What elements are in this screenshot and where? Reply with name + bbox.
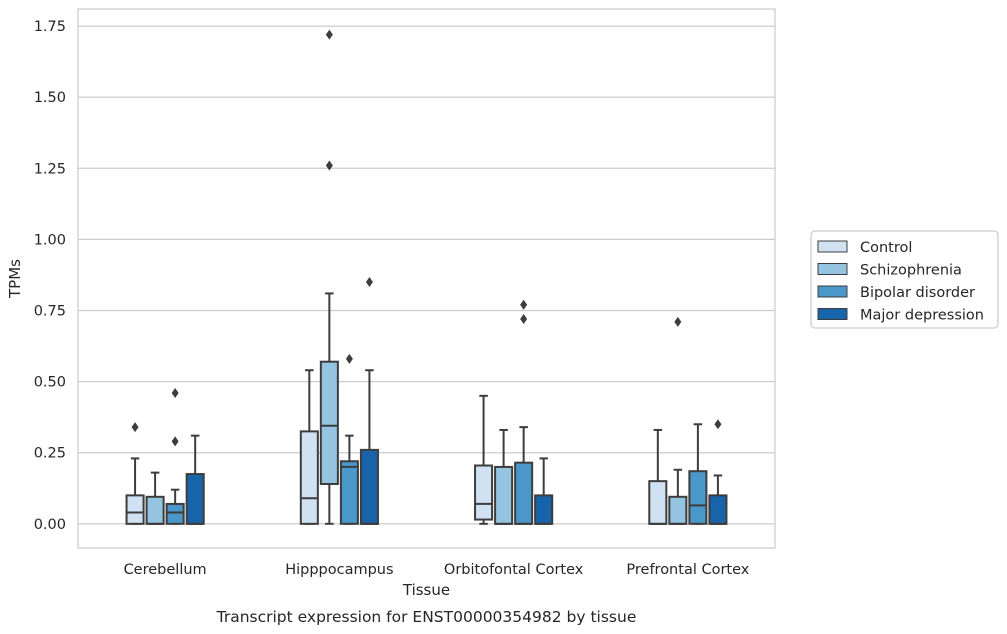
outlier-point — [345, 353, 353, 364]
box-schizophrenia — [319, 29, 339, 525]
outlier-point — [171, 387, 179, 398]
legend-label: Control — [860, 240, 912, 256]
box — [708, 494, 728, 525]
box-bipolar-disorder — [688, 423, 708, 525]
x-tick-label: Cerebellum — [124, 562, 207, 578]
outlier-point — [674, 316, 682, 327]
y-tick-label: 0.25 — [34, 446, 66, 462]
box-control — [474, 394, 494, 525]
y-tick-label: 1.25 — [34, 161, 66, 177]
box-schizophrenia — [494, 428, 514, 525]
box — [494, 465, 514, 525]
box — [688, 470, 708, 525]
outlier-point — [325, 160, 333, 171]
box-major-depression — [359, 277, 379, 525]
y-axis: 0.00 0.25 0.50 0.75 1.00 1.25 1.50 1.75 — [34, 19, 66, 533]
box-major-depression — [534, 457, 554, 525]
x-tick-label: Orbitofontal Cortex — [444, 562, 584, 578]
y-tick-label: 0.00 — [34, 517, 66, 533]
box — [125, 494, 145, 525]
box — [145, 495, 165, 525]
chart-caption: Transcript expression for ENST0000035498… — [216, 608, 637, 626]
legend-frame — [810, 230, 999, 329]
box-bipolar-disorder — [165, 387, 185, 525]
x-axis-label: Tissue — [402, 581, 450, 599]
box — [185, 473, 205, 525]
box — [165, 502, 185, 525]
box-major-depression — [708, 419, 728, 525]
box — [668, 495, 688, 525]
outlier-point — [171, 436, 179, 447]
box — [319, 360, 339, 486]
box — [359, 448, 379, 525]
box-plots — [125, 29, 728, 525]
x-axis: Cerebellum Hipppocampus Orbitofontal Corte… — [124, 562, 750, 578]
box-major-depression — [185, 434, 205, 525]
box-bipolar-disorder — [514, 299, 534, 525]
plot-frame — [77, 8, 776, 549]
gridlines — [78, 25, 775, 525]
outlier-point — [714, 419, 722, 430]
legend-swatch — [817, 308, 848, 320]
x-tick-label: Hipppocampus — [285, 562, 393, 578]
legend: Control Schizophrenia Bipolar disorder Majo… — [810, 230, 999, 329]
y-tick-label: 0.50 — [34, 375, 66, 391]
box-bipolar-disorder — [339, 353, 359, 525]
x-tick-label: Prefrontal Cortex — [626, 562, 749, 578]
outlier-point — [131, 422, 139, 433]
box — [339, 460, 359, 525]
legend-swatch — [817, 285, 848, 298]
legend-swatch — [817, 240, 848, 253]
outlier-point — [365, 277, 373, 288]
y-tick-label: 1.75 — [34, 19, 66, 35]
legend-label: Bipolar disorder — [860, 285, 975, 301]
box-schizophrenia — [668, 316, 688, 525]
legend-swatch — [817, 263, 848, 275]
y-axis-label: TPMs — [6, 259, 24, 299]
outlier-point — [520, 299, 528, 310]
outlier-point — [520, 314, 528, 325]
box-control — [299, 369, 319, 525]
legend-label: Schizophrenia — [860, 263, 962, 279]
box-schizophrenia — [145, 471, 165, 525]
box — [474, 464, 494, 521]
y-tick-label: 1.00 — [34, 232, 66, 248]
y-tick-label: 0.75 — [34, 303, 66, 319]
outlier-point — [325, 29, 333, 40]
box — [514, 461, 534, 525]
box-control — [648, 428, 668, 525]
legend-label: Major depression — [860, 308, 984, 324]
box-control — [125, 422, 145, 525]
y-tick-label: 1.50 — [34, 90, 66, 106]
box — [648, 480, 668, 525]
box — [534, 494, 554, 525]
box — [299, 430, 319, 525]
